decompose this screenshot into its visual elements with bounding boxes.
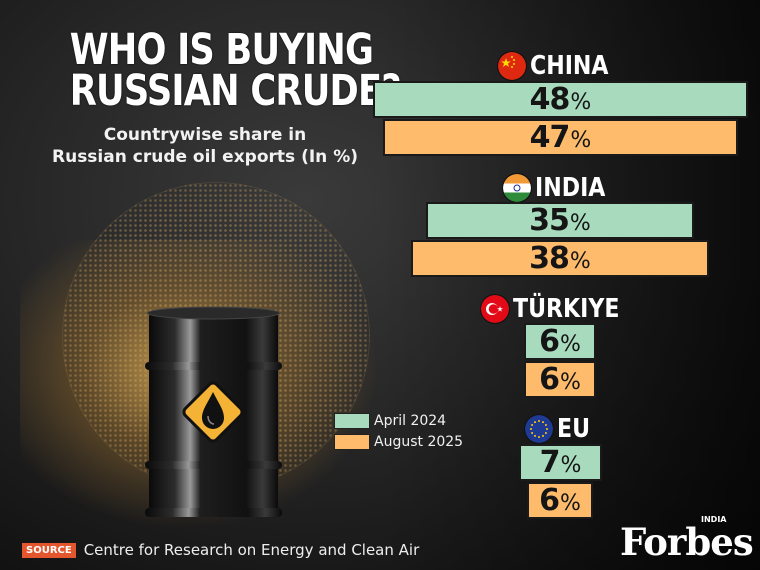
percent-sign: % xyxy=(570,89,592,115)
bar-value: 38 xyxy=(529,241,570,276)
legend-swatch-green xyxy=(334,412,370,429)
subtitle-line-1: Countrywise share in xyxy=(103,125,307,145)
subtitle-line-2: Russian crude oil exports (In %) xyxy=(52,147,358,167)
china-flag-icon xyxy=(497,52,526,80)
bar-china-august-2025: 47% xyxy=(383,119,738,156)
percent-sign: % xyxy=(569,210,591,236)
legend-swatch-orange xyxy=(334,433,370,450)
source-text: Centre for Research on Energy and Clean … xyxy=(83,541,420,559)
legend-item-august-2025: August 2025 xyxy=(334,431,463,452)
legend-label: April 2024 xyxy=(374,412,447,429)
title-line-1: WHO IS BUYING xyxy=(69,25,374,75)
page-title: WHO IS BUYING RUSSIAN CRUDE? xyxy=(69,25,402,116)
bar-turkiye-august-2025: 6% xyxy=(524,361,596,398)
country-label-china: CHINA xyxy=(370,52,750,80)
subtitle: Countrywise share in Russian crude oil e… xyxy=(40,124,370,168)
percent-sign: % xyxy=(559,331,581,357)
country-label-turkiye: TÜRKIYE xyxy=(370,295,750,323)
legend-item-april-2024: April 2024 xyxy=(334,410,463,431)
bar-india-august-2025: 38% xyxy=(411,240,709,277)
bar-india-april-2024: 35% xyxy=(426,202,694,239)
bar-value: 6 xyxy=(539,362,560,397)
bar-eu-august-2025: 6% xyxy=(527,482,593,519)
country-label-india: INDIA xyxy=(370,174,750,202)
forbes-logo: Forbes xyxy=(620,520,754,564)
legend-label: August 2025 xyxy=(374,433,464,450)
country-name: INDIA xyxy=(534,173,605,203)
bar-turkiye-april-2024: 6% xyxy=(524,323,596,360)
percent-sign: % xyxy=(570,127,592,153)
bar-value: 6 xyxy=(539,324,560,359)
percent-sign: % xyxy=(569,248,591,274)
country-name: TÜRKIYE xyxy=(513,294,620,324)
bar-value: 47 xyxy=(529,120,571,155)
bar-value: 48 xyxy=(529,82,571,117)
bar-china-april-2024: 48% xyxy=(373,81,748,118)
percent-sign: % xyxy=(559,369,581,395)
chart-legend: April 2024 August 2025 xyxy=(334,410,463,452)
country-name: EU xyxy=(556,414,590,444)
source-tag: SOURCE xyxy=(22,542,76,558)
bar-value: 7 xyxy=(539,445,561,480)
country-name: CHINA xyxy=(529,51,609,81)
forbes-edition-label: INDIA xyxy=(701,515,727,524)
bar-value: 6 xyxy=(539,483,560,518)
bar-value: 35 xyxy=(529,203,570,238)
title-line-2: RUSSIAN CRUDE? xyxy=(69,66,402,116)
percent-sign: % xyxy=(560,452,582,478)
bar-eu-april-2024: 7% xyxy=(519,444,602,481)
percent-sign: % xyxy=(559,490,581,516)
oil-barrel-icon xyxy=(145,306,282,517)
turkey-flag-icon xyxy=(481,295,510,323)
eu-flag-icon xyxy=(524,415,553,443)
india-flag-icon xyxy=(502,174,531,202)
country-label-eu: EU xyxy=(370,415,750,443)
source-credit: SOURCE Centre for Research on Energy and… xyxy=(22,541,419,559)
